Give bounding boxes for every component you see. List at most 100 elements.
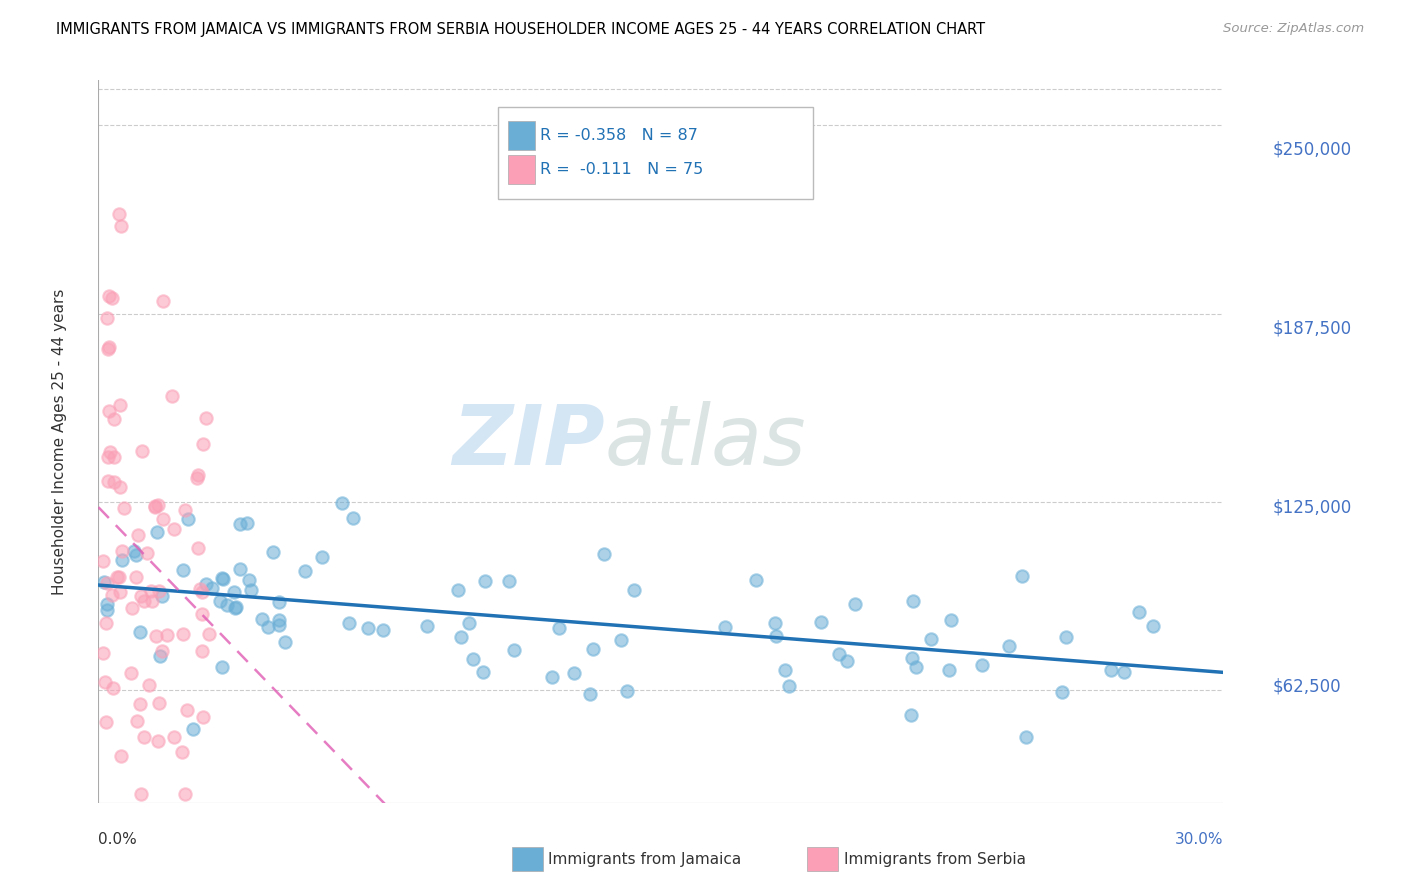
Point xyxy=(93,574,115,589)
Point xyxy=(939,614,962,628)
Point xyxy=(108,570,131,584)
Point xyxy=(91,554,114,568)
Point xyxy=(152,512,174,526)
Point xyxy=(903,594,925,608)
Point xyxy=(1054,631,1077,645)
Point xyxy=(1128,605,1150,619)
Point xyxy=(103,475,125,490)
Text: atlas: atlas xyxy=(605,401,806,482)
Point xyxy=(96,575,118,590)
Point xyxy=(938,663,960,677)
Text: $62,500: $62,500 xyxy=(1272,678,1341,696)
Point xyxy=(416,619,439,633)
Point xyxy=(262,545,284,559)
Point xyxy=(844,597,866,611)
Point xyxy=(463,651,485,665)
Point xyxy=(191,643,214,657)
Point xyxy=(101,291,124,305)
Text: $125,000: $125,000 xyxy=(1272,499,1351,516)
Point xyxy=(211,659,233,673)
Point xyxy=(1112,665,1135,679)
Point xyxy=(98,340,121,354)
Point xyxy=(252,612,274,626)
Point xyxy=(215,598,238,612)
Point xyxy=(195,576,218,591)
Point xyxy=(107,206,129,220)
Point xyxy=(148,498,170,512)
Point xyxy=(160,389,183,403)
Point xyxy=(181,723,204,737)
Point xyxy=(186,470,208,484)
Point xyxy=(129,697,152,711)
Text: R =  -0.111   N = 75: R = -0.111 N = 75 xyxy=(540,161,704,177)
Point xyxy=(172,563,194,577)
Point xyxy=(127,528,149,542)
Point xyxy=(195,411,218,425)
FancyBboxPatch shape xyxy=(508,154,534,184)
Point xyxy=(110,219,132,233)
Point xyxy=(548,621,571,635)
Point xyxy=(122,544,145,558)
Point xyxy=(148,584,170,599)
Point xyxy=(920,632,942,646)
Point xyxy=(97,289,120,303)
Point xyxy=(172,626,194,640)
Point xyxy=(136,546,159,560)
Point xyxy=(108,585,131,599)
Point xyxy=(98,445,121,459)
Text: Householder Income Ages 25 - 44 years: Householder Income Ages 25 - 44 years xyxy=(52,288,66,595)
Point xyxy=(498,574,520,589)
Point xyxy=(541,670,564,684)
Point xyxy=(1011,568,1033,582)
Point xyxy=(143,500,166,515)
Point xyxy=(239,582,262,597)
Point xyxy=(810,615,832,629)
Text: $250,000: $250,000 xyxy=(1272,141,1351,159)
Point xyxy=(97,342,120,356)
Point xyxy=(773,663,796,677)
Point xyxy=(96,311,118,326)
Text: IMMIGRANTS FROM JAMAICA VS IMMIGRANTS FROM SERBIA HOUSEHOLDER INCOME AGES 25 - 4: IMMIGRANTS FROM JAMAICA VS IMMIGRANTS FR… xyxy=(56,22,986,37)
Point xyxy=(330,495,353,509)
Text: 0.0%: 0.0% xyxy=(98,831,138,847)
Point xyxy=(778,679,800,693)
Point xyxy=(108,480,131,494)
Point xyxy=(474,574,496,588)
Point xyxy=(120,665,142,680)
Point xyxy=(269,617,291,632)
Point xyxy=(163,730,186,744)
Point xyxy=(1099,663,1122,677)
Point xyxy=(132,594,155,608)
Point xyxy=(150,644,173,658)
Point xyxy=(828,648,851,662)
Point xyxy=(111,553,134,567)
Point xyxy=(91,646,114,660)
Point xyxy=(96,597,118,611)
Point xyxy=(152,294,174,309)
Point xyxy=(269,613,291,627)
Point xyxy=(176,703,198,717)
Point xyxy=(371,623,394,637)
Point xyxy=(458,615,481,630)
Point xyxy=(191,709,214,723)
Point xyxy=(236,516,259,531)
Point xyxy=(229,562,252,576)
Point xyxy=(108,398,131,412)
Point xyxy=(112,501,135,516)
Text: R = -0.358   N = 87: R = -0.358 N = 87 xyxy=(540,128,699,143)
Point xyxy=(450,630,472,644)
Point xyxy=(103,412,125,426)
Point xyxy=(211,571,233,585)
Point xyxy=(357,621,380,635)
Point xyxy=(593,547,616,561)
FancyBboxPatch shape xyxy=(498,107,813,200)
Point xyxy=(191,585,214,599)
Point xyxy=(94,675,117,690)
Point xyxy=(503,643,526,657)
Point xyxy=(131,589,153,603)
Point xyxy=(447,582,470,597)
Point xyxy=(125,714,148,728)
Point xyxy=(745,574,768,588)
Point xyxy=(190,582,212,597)
Point xyxy=(224,601,246,615)
